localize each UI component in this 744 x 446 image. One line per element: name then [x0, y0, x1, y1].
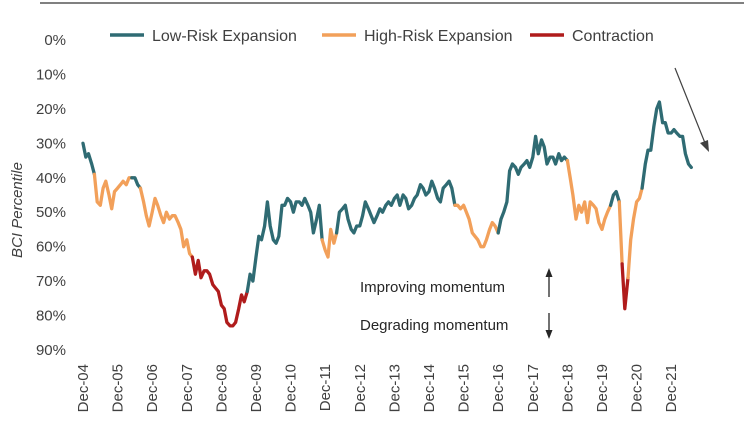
x-tick-label: Dec-04	[75, 364, 92, 412]
y-tick-label: 30%	[36, 135, 66, 152]
x-tick-label: Dec-16	[490, 364, 507, 412]
series-segment	[320, 227, 339, 259]
y-axis-label: BCI Percentile	[9, 162, 26, 258]
x-tick-label: Dec-21	[663, 364, 680, 412]
y-tick-labels: 0% 10% 20% 30% 40% 50% 60% 70% 80% 90%	[36, 32, 66, 359]
series-segment	[565, 158, 613, 232]
y-tick-label: 90%	[36, 342, 66, 359]
series-segment	[245, 196, 324, 294]
x-tick-label: Dec-12	[352, 364, 369, 412]
up-arrow-head	[545, 268, 553, 277]
x-tick-label: Dec-13	[386, 364, 403, 412]
y-tick-label: 60%	[36, 239, 66, 256]
x-tick-label: Dec-05	[110, 364, 127, 412]
series-segment	[620, 262, 630, 311]
y-tick-label: 70%	[36, 273, 66, 290]
series-lines	[81, 100, 693, 328]
annotation-improving: Improving momentum	[360, 279, 505, 296]
annotation-degrading: Degrading momentum	[360, 317, 508, 334]
x-tick-label: Dec-15	[456, 364, 473, 412]
x-tick-label: Dec-06	[144, 364, 161, 412]
x-tick-label: Dec-14	[421, 364, 438, 412]
series-segment	[92, 172, 134, 211]
legend: Low-Risk Expansion High-Risk Expansion Con…	[110, 28, 654, 45]
x-tick-label: Dec-19	[594, 364, 611, 412]
legend-entry: Contraction	[572, 28, 654, 45]
legend-entry: High-Risk Expansion	[364, 28, 513, 45]
x-tick-label: Dec-20	[629, 364, 646, 412]
series-segment	[190, 255, 249, 328]
series-segment	[617, 200, 624, 266]
x-tick-label: Dec-18	[559, 364, 576, 412]
y-tick-label: 20%	[36, 101, 66, 118]
y-tick-label: 80%	[36, 308, 66, 325]
series-segment	[130, 176, 143, 190]
x-tick-label: Dec-07	[179, 364, 196, 412]
trend-arrow-line	[674, 67, 706, 144]
down-arrow-head	[545, 330, 553, 339]
x-tick-label: Dec-09	[248, 364, 265, 412]
x-tick-labels: Dec-04 Dec-05 Dec-06 Dec-07 Dec-08 Dec-09 Dec-…	[75, 364, 680, 412]
series-segment	[453, 203, 500, 249]
series-segment	[81, 141, 97, 176]
series-segment	[608, 189, 621, 207]
x-tick-label: Dec-10	[283, 364, 300, 412]
series-segment	[138, 186, 194, 259]
trend-arrow-head	[700, 140, 709, 152]
series-segment	[626, 186, 644, 280]
y-tick-label: 0%	[44, 32, 66, 49]
series-segment	[334, 179, 457, 235]
legend-entry: Low-Risk Expansion	[152, 28, 297, 45]
y-tick-label: 50%	[36, 204, 66, 221]
series-segment	[640, 100, 693, 190]
y-tick-label: 40%	[36, 170, 66, 187]
x-tick-label: Dec-08	[213, 364, 230, 412]
x-tick-label: Dec-11	[317, 364, 334, 411]
x-tick-label: Dec-17	[525, 364, 542, 412]
series-segment	[496, 134, 570, 235]
y-tick-label: 10%	[36, 66, 66, 83]
